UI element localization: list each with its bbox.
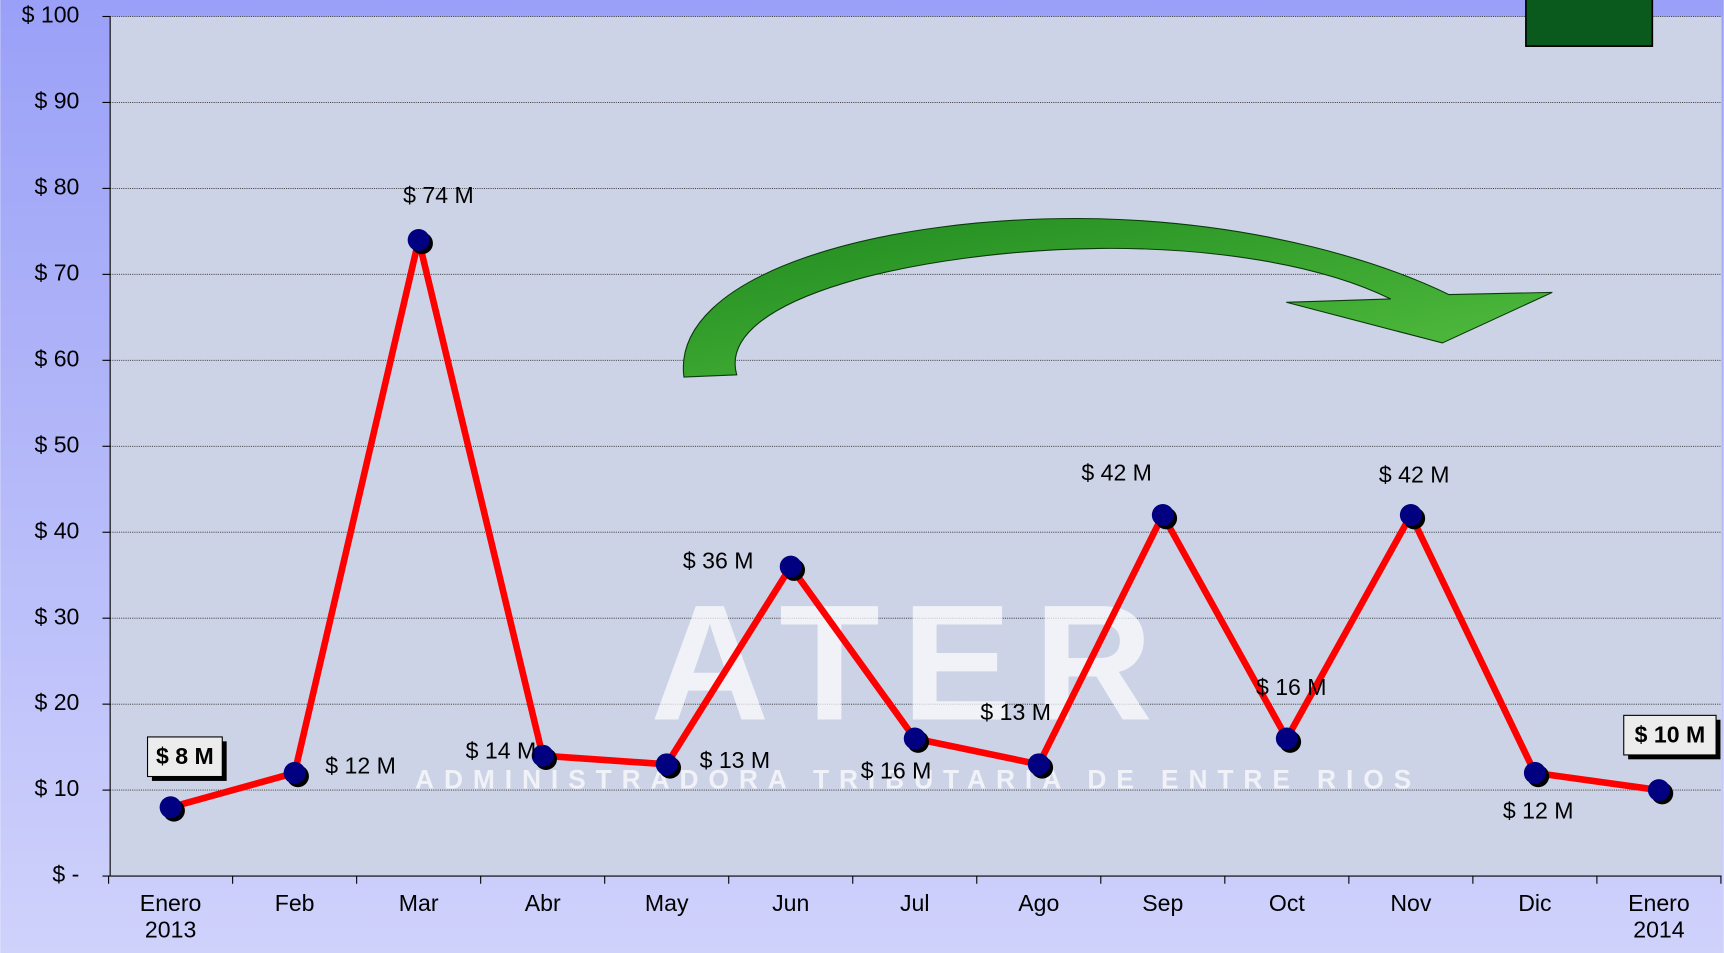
grid: $ - $ 10 $ 20 $ 30 $ 40 $ 50 $ 60 $ 70 $ 80 $ 90 $… xyxy=(22,2,1722,944)
marker xyxy=(159,796,182,819)
data-label: $ 16 M xyxy=(861,758,932,784)
y-tick-label: $ 60 xyxy=(34,345,79,371)
data-label: $ 13 M xyxy=(980,699,1051,725)
marker xyxy=(283,761,306,784)
marker xyxy=(655,753,678,776)
y-tick-label: $ 10 xyxy=(34,775,79,801)
x-tick-label: Jul xyxy=(899,891,930,917)
data-label: $ 42 M xyxy=(1379,462,1450,488)
x-tick-label: Abr xyxy=(524,891,561,917)
x-tick-label: May xyxy=(644,891,689,917)
y-tick-label: $ 80 xyxy=(34,173,79,199)
data-label: $ 74 M xyxy=(403,182,474,208)
x-tick-label-box: May xyxy=(644,891,689,917)
marker xyxy=(1151,504,1174,527)
data-label: $ 10 M xyxy=(1635,721,1706,747)
x-tick-label-box: Mar xyxy=(398,891,439,917)
y-tick-label: $ 20 xyxy=(34,689,79,715)
marker xyxy=(407,228,430,251)
y-tick-label: $ 30 xyxy=(34,603,79,629)
x-tick-label: Enero 2014 xyxy=(1628,891,1690,944)
data-label: $ 16 M xyxy=(1256,674,1327,700)
y-tick-label: $ 40 xyxy=(34,517,79,543)
x-tick-label-box: Enero 2014 xyxy=(1628,891,1690,944)
watermark-subtitle: ADMINISTRADORA TRIBUTARIA DE ENTRE RIOS xyxy=(415,764,1421,794)
x-tick-label: Feb xyxy=(274,891,315,917)
y-tick-label: $ 50 xyxy=(34,431,79,457)
arrow-decoration xyxy=(682,217,1553,378)
marker xyxy=(1027,753,1050,776)
y-tick-label: $ 90 xyxy=(34,88,79,114)
x-tick-label: Oct xyxy=(1268,891,1305,917)
x-tick-label-box: Oct xyxy=(1268,891,1305,917)
y-tick-label: $ - xyxy=(52,861,79,887)
x-tick-label: Sep xyxy=(1142,891,1184,917)
data-label: $ 13 M xyxy=(700,747,771,773)
x-tick-label-box: Dic xyxy=(1518,891,1552,917)
data-label: $ 12 M xyxy=(325,753,396,779)
label-box xyxy=(146,736,223,778)
series: $ 8 M $ 12 M $ 74 M $ 14 M $ 13 M $ 36 M $ 16 … xyxy=(146,182,1721,824)
data-label: $ 36 M xyxy=(683,547,754,573)
x-tick-label: Dic xyxy=(1518,891,1552,917)
marker xyxy=(1647,779,1670,802)
x-tick-label-box: Nov xyxy=(1390,891,1432,917)
data-label: $ 14 M xyxy=(466,738,537,764)
marker xyxy=(903,727,926,750)
x-tick-label: Nov xyxy=(1390,891,1432,917)
x-tick-label-box: Ago xyxy=(1018,891,1060,917)
corner-box xyxy=(1525,0,1654,47)
x-tick-label: Enero 2013 xyxy=(139,891,202,944)
data-label: $ 42 M xyxy=(1081,459,1152,485)
marker xyxy=(779,555,802,578)
x-tick-label: Mar xyxy=(398,891,439,917)
x-tick-label: Ago xyxy=(1018,891,1060,917)
x-tick-label-box: Enero 2013 xyxy=(139,891,202,944)
x-tick-label-box: Abr xyxy=(524,891,561,917)
x-tick-label-box: Jun xyxy=(772,891,810,917)
marker xyxy=(1399,504,1422,527)
data-label: $ 8 M xyxy=(156,743,214,769)
x-tick-label: Jun xyxy=(772,891,810,917)
x-tick-label-box: Jul xyxy=(899,891,930,917)
marker xyxy=(1523,761,1546,784)
x-tick-label-box: Feb xyxy=(274,891,315,917)
y-tick-label: $ 100 xyxy=(22,2,80,28)
marker xyxy=(531,744,554,767)
marker xyxy=(1275,727,1298,750)
y-tick-label: $ 70 xyxy=(34,259,79,285)
label-box xyxy=(1623,714,1717,756)
data-label: $ 12 M xyxy=(1503,798,1574,824)
x-tick-label-box: Sep xyxy=(1142,891,1184,917)
